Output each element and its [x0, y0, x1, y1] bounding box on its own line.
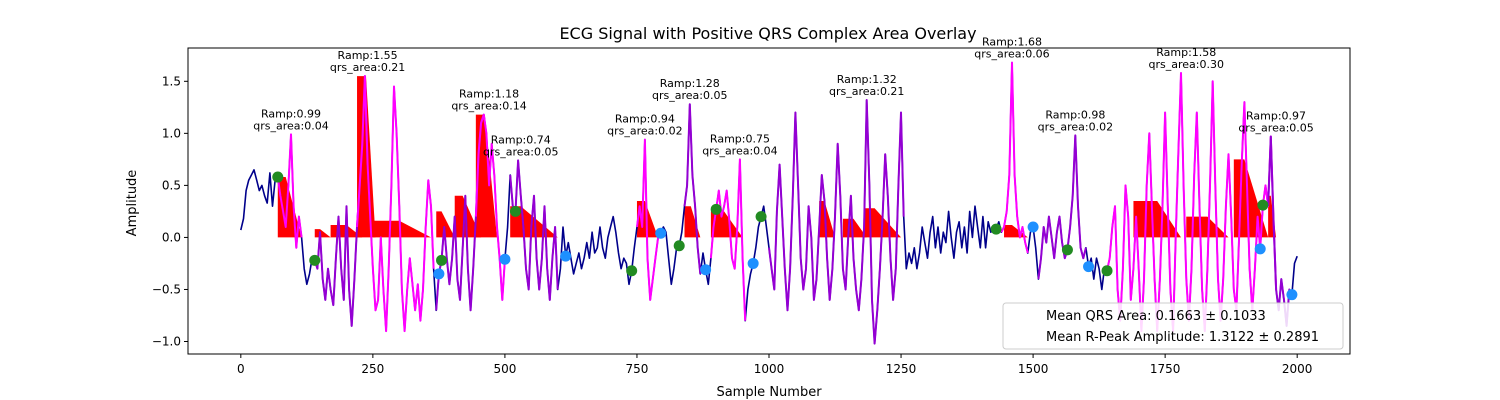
r-peak-annotation-ramp-9: Ramp:0.98 — [1045, 108, 1105, 121]
r-peak-annotation-area-7: qrs_area:0.21 — [829, 85, 904, 98]
r-peak-annotation-area-0: qrs_area:0.04 — [253, 119, 328, 132]
qrs-area-fill-15 — [1004, 224, 1028, 238]
legend: Mean QRS Area: 0.1663 ± 0.1033 Mean R-Pe… — [1002, 302, 1344, 350]
y-tick-label-5: 1.5 — [162, 74, 181, 88]
qrs-offset-marker-4 — [700, 264, 712, 276]
r-peak-annotation-area-8: qrs_area:0.06 — [974, 48, 1049, 61]
qrs-area-fill-17 — [1186, 216, 1229, 238]
qrs-area-fill-12 — [819, 201, 836, 238]
qrs-onset-marker-3 — [509, 205, 521, 217]
x-tick-label-1: 250 — [361, 362, 384, 376]
r-peak-annotation-ramp-3: Ramp:0.74 — [491, 133, 551, 146]
r-peak-annotation-ramp-4: Ramp:0.94 — [615, 113, 675, 126]
qrs-onset-marker-0 — [272, 171, 284, 183]
x-tick-label-3: 750 — [626, 362, 649, 376]
y-axis: −1.0 −0.5 0.0 0.5 1.0 1.5 — [152, 74, 188, 349]
qrs-offset-marker-8 — [1254, 243, 1266, 255]
qrs-segment-line-12 — [1106, 72, 1278, 333]
qrs-offset-marker-2 — [560, 250, 572, 262]
y-axis-title: Amplitude — [125, 170, 140, 237]
legend-box — [1002, 302, 1344, 350]
x-tick-label-6: 1500 — [1018, 362, 1049, 376]
qrs-segment-line-10 — [1000, 61, 1029, 254]
legend-entry-r-peak-amplitude: Mean R-Peak Amplitude: 1.3122 ± 0.2891 — [1046, 330, 1319, 345]
x-tick-label-0: 0 — [237, 362, 245, 376]
r-peak-annotation-area-4: qrs_area:0.02 — [607, 125, 682, 138]
qrs-segment-line-7 — [683, 103, 702, 274]
r-peak-annotation-ramp-6: Ramp:0.75 — [710, 132, 770, 145]
y-tick-label-1: −0.5 — [152, 282, 181, 296]
qrs-segment-line-9 — [768, 99, 905, 345]
x-tick-label-7: 1750 — [1150, 362, 1181, 376]
qrs-area-fill-1 — [314, 229, 331, 238]
r-peak-annotation-ramp-0: Ramp:0.99 — [261, 107, 321, 120]
qrs-area-fill-3 — [357, 76, 376, 238]
r-peak-annotation-ramp-10: Ramp:1.58 — [1156, 46, 1216, 59]
r-peak-annotation-ramp-11: Ramp:0.97 — [1246, 109, 1306, 122]
y-tick-label-3: 0.5 — [162, 178, 181, 192]
annotations: Ramp:0.99qrs_area:0.04Ramp:1.55qrs_area:… — [253, 36, 1314, 159]
qrs-segment-line-5 — [509, 159, 559, 301]
x-axis: 0 250 500 750 1000 1250 1500 1750 2000 — [237, 354, 1312, 376]
r-peak-annotation-area-1: qrs_area:0.21 — [330, 61, 405, 74]
r-peak-annotation-area-11: qrs_area:0.05 — [1238, 121, 1313, 134]
qrs-offset-marker-9 — [1286, 289, 1298, 301]
qrs-onset-marker-10 — [1101, 265, 1113, 277]
y-tick-label-4: 1.0 — [162, 126, 181, 140]
x-tick-label-4: 1000 — [754, 362, 785, 376]
qrs-segment-line-6 — [636, 138, 660, 301]
y-tick-label-2: 0.0 — [162, 230, 181, 244]
qrs-onset-marker-1 — [309, 254, 321, 266]
qrs-area-fill-11 — [710, 211, 743, 238]
qrs-onset-marker-2 — [436, 254, 448, 266]
qrs-onset-marker-11 — [1257, 199, 1269, 211]
x-tick-label-5: 1250 — [886, 362, 917, 376]
r-peak-annotation-area-6: qrs_area:0.04 — [702, 144, 777, 157]
r-peak-annotation-ramp-7: Ramp:1.32 — [837, 73, 897, 86]
qrs-segment-line-2 — [356, 75, 435, 333]
qrs-onset-marker-7 — [755, 211, 767, 223]
qrs-onset-marker-6 — [710, 203, 722, 215]
qrs-offset-marker-6 — [1027, 221, 1039, 233]
qrs-segment-line-11 — [1037, 134, 1087, 280]
qrs-segment-line-0 — [276, 133, 303, 249]
legend-entry-qrs-area: Mean QRS Area: 0.1663 ± 0.1033 — [1046, 309, 1266, 324]
chart-title: ECG Signal with Positive QRS Complex Are… — [559, 24, 976, 43]
r-peak-annotation-ramp-5: Ramp:1.28 — [660, 77, 720, 90]
qrs-area-fill-4 — [372, 220, 431, 238]
x-tick-label-8: 2000 — [1282, 362, 1313, 376]
r-peak-annotation-area-9: qrs_area:0.02 — [1038, 120, 1113, 133]
qrs-onset-marker-9 — [1061, 244, 1073, 256]
y-tick-label-0: −1.0 — [152, 335, 181, 349]
qrs-offset-marker-0 — [433, 268, 445, 280]
qrs-area-fill-18 — [1233, 159, 1269, 238]
qrs-onset-marker-4 — [626, 265, 638, 277]
qrs-offset-marker-1 — [499, 253, 511, 265]
r-peak-annotation-area-3: qrs_area:0.05 — [483, 145, 558, 158]
r-peak-annotation-area-10: qrs_area:0.30 — [1149, 58, 1224, 71]
qrs-offset-marker-5 — [747, 257, 759, 269]
qrs-onset-marker-8 — [990, 223, 1002, 235]
qrs-area-fill-5 — [436, 211, 455, 238]
x-axis-title: Sample Number — [716, 385, 822, 400]
qrs-area-fill-7 — [475, 114, 497, 238]
x-tick-label-2: 500 — [493, 362, 516, 376]
r-peak-annotation-area-5: qrs_area:0.05 — [652, 89, 727, 102]
r-peak-annotation-ramp-1: Ramp:1.55 — [338, 49, 398, 62]
qrs-offset-marker-7 — [1083, 261, 1095, 273]
qrs-onset-marker-5 — [673, 240, 685, 252]
qrs-offset-marker-3 — [655, 227, 667, 239]
r-peak-annotation-area-2: qrs_area:0.14 — [451, 100, 526, 113]
qrs-segment-line-4 — [474, 113, 506, 301]
r-peak-annotation-ramp-8: Ramp:1.68 — [982, 36, 1042, 49]
r-peak-annotation-ramp-2: Ramp:1.18 — [459, 88, 519, 101]
